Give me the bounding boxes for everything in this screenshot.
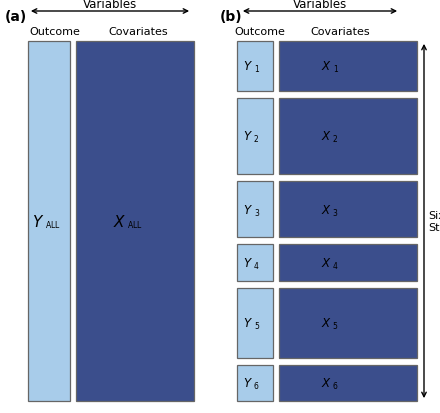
Bar <box>279 245 417 281</box>
Text: 5: 5 <box>254 321 259 330</box>
Text: 2: 2 <box>333 135 337 144</box>
Text: 4: 4 <box>333 261 337 271</box>
Text: 2: 2 <box>254 135 259 144</box>
Bar <box>279 42 417 92</box>
Text: (a): (a) <box>5 10 27 24</box>
Text: Variables: Variables <box>83 0 137 11</box>
Bar <box>237 245 273 281</box>
Text: $X$: $X$ <box>321 130 331 143</box>
Bar <box>237 182 273 238</box>
Text: (b): (b) <box>220 10 242 24</box>
Text: $X$: $X$ <box>321 60 331 73</box>
Text: 1: 1 <box>333 65 337 74</box>
Text: Covariates: Covariates <box>108 27 168 37</box>
Bar <box>279 182 417 238</box>
Text: Outcome: Outcome <box>29 27 81 37</box>
Text: 1: 1 <box>254 65 259 74</box>
Text: 6: 6 <box>254 381 259 390</box>
Bar <box>237 288 273 358</box>
Text: $X$: $X$ <box>321 203 331 216</box>
Text: $Y$: $Y$ <box>32 214 44 230</box>
Text: $X$: $X$ <box>321 316 331 330</box>
Text: Variables: Variables <box>293 0 347 11</box>
Text: $Y$: $Y$ <box>243 316 253 330</box>
Bar <box>237 42 273 92</box>
Text: $Y$: $Y$ <box>243 256 253 270</box>
Text: 4: 4 <box>254 261 259 271</box>
Text: Covariates: Covariates <box>310 27 370 37</box>
Bar <box>28 42 70 401</box>
Text: Outcome: Outcome <box>235 27 286 37</box>
Text: $Y$: $Y$ <box>243 203 253 216</box>
Bar <box>237 99 273 175</box>
Text: 3: 3 <box>254 208 259 217</box>
Bar <box>279 99 417 175</box>
Text: $Y$: $Y$ <box>243 130 253 143</box>
Text: $Y$: $Y$ <box>243 60 253 73</box>
Text: $Y$: $Y$ <box>243 376 253 389</box>
Text: $X$: $X$ <box>321 376 331 389</box>
Bar <box>76 42 194 401</box>
Bar <box>237 365 273 401</box>
Bar <box>279 288 417 358</box>
Text: $X$: $X$ <box>321 256 331 270</box>
Text: Six
Studies: Six Studies <box>428 210 440 233</box>
Text: 5: 5 <box>333 321 337 330</box>
Text: $\mathrm{ALL}$: $\mathrm{ALL}$ <box>45 219 61 230</box>
Text: $X$: $X$ <box>113 214 126 230</box>
Text: 6: 6 <box>333 381 337 390</box>
Text: $\mathrm{ALL}$: $\mathrm{ALL}$ <box>127 219 143 230</box>
Bar <box>279 365 417 401</box>
Text: 3: 3 <box>333 208 337 217</box>
